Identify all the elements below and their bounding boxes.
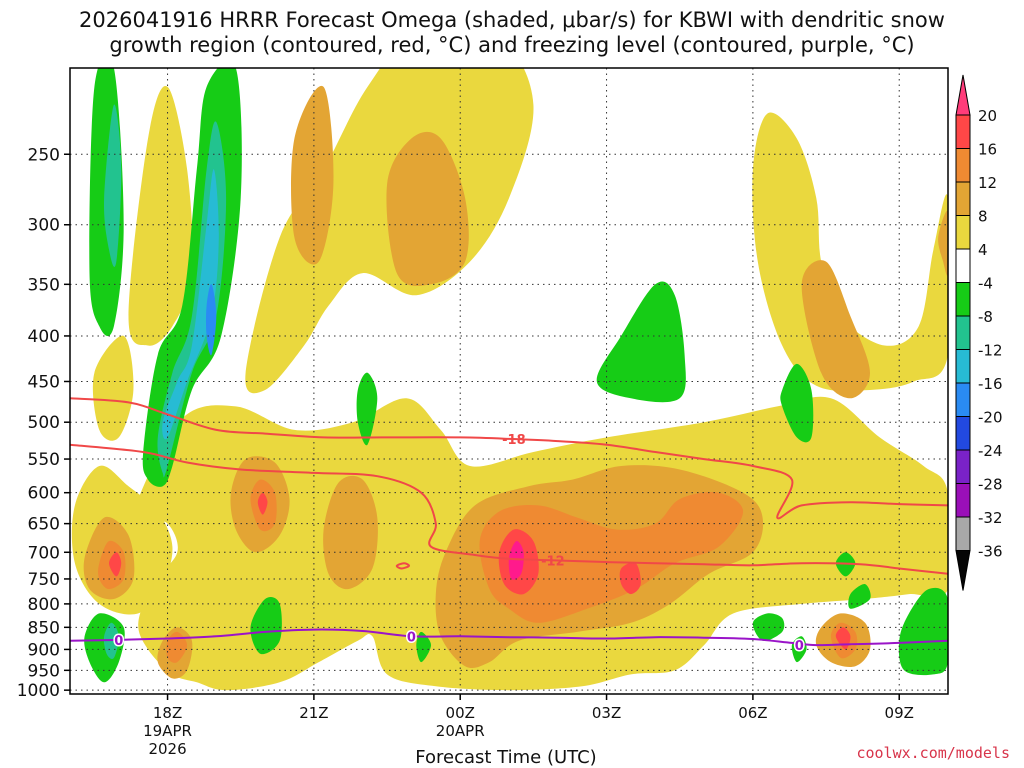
y-tick-label: 700 (28, 543, 60, 563)
omega-shade-neg8 (103, 104, 122, 267)
dgz-contour (395, 562, 411, 570)
x-axis-label: Forecast Time (UTC) (415, 747, 596, 768)
y-tick-label: 400 (28, 327, 60, 347)
omega-shade-4 (752, 112, 948, 391)
omega-shade-20 (508, 541, 524, 580)
omega-shade-4 (128, 86, 193, 346)
omega-shade-16 (619, 562, 641, 595)
y-tick-label: 300 (28, 216, 60, 236)
omega-shade-neg16 (206, 284, 217, 356)
x-tick-label: 06Z (738, 704, 767, 722)
freezing-level-label: 0 (407, 630, 416, 645)
colorbar-swatch (955, 181, 971, 216)
omega-shade-12 (479, 492, 744, 623)
colorbar-label: 12 (978, 174, 997, 192)
colorbar-swatch (955, 483, 971, 518)
y-tick-label: 500 (28, 413, 60, 433)
omega-shade-neg4 (848, 584, 871, 609)
x-tick-label: 21Z (299, 704, 328, 722)
y-tick-label: 1000 (17, 681, 60, 701)
colorbar-label: -20 (978, 409, 1003, 427)
y-tick-label: 850 (28, 618, 60, 638)
freezing-level-label: 0 (114, 634, 123, 649)
dgz-contour-label: -12 (541, 554, 565, 569)
omega-shade-neg4 (250, 596, 282, 655)
colorbar-swatch (955, 114, 971, 149)
dgz-contour (70, 397, 948, 520)
y-tick-label: 250 (28, 145, 60, 165)
omega-shade-neg4 (596, 281, 686, 403)
colorbar: 20 16 12 8 4 -4 -8 -12 -16 -20 -24 -28 -32 -36 (955, 74, 1003, 591)
x-tick-year: 2026 (148, 740, 186, 758)
omega-shade-12 (166, 631, 188, 663)
omega-shade-neg4 (898, 587, 948, 676)
colorbar-label: 20 (978, 107, 997, 125)
dgz-contour-label: -18 (502, 433, 526, 448)
dgz-contour (70, 443, 948, 575)
colorbar-swatch (955, 449, 971, 484)
plot-area: -18 -12 0 0 0 (70, 68, 948, 694)
x-tick-label: 03Z (592, 704, 621, 722)
omega-shade-neg4 (356, 372, 378, 446)
x-tick-label: 09Z (885, 704, 914, 722)
omega-shade-neg4 (780, 363, 814, 443)
colorbar-label: -24 (978, 442, 1003, 460)
y-tick-label: 600 (28, 484, 60, 504)
colorbar-label: -32 (978, 509, 1003, 527)
x-tick-date: 20APR (436, 722, 485, 740)
colorbar-swatch (955, 382, 971, 417)
freezing-level-label: 0 (795, 639, 804, 654)
colorbar-swatch (955, 315, 971, 350)
colorbar-swatch (955, 416, 971, 451)
omega-shade-8 (291, 85, 334, 265)
colorbar-label: -36 (978, 543, 1003, 561)
colorbar-top-arrow (955, 74, 971, 116)
x-tick-label: 00Z (446, 704, 475, 722)
y-tick-label: 900 (28, 640, 60, 660)
y-tick-label: 800 (28, 595, 60, 615)
chart-title-line1: 2026041916 HRRR Forecast Omega (shaded, … (79, 8, 945, 32)
colorbar-label: -8 (978, 308, 993, 326)
y-tick-label: 650 (28, 515, 60, 535)
omega-shade-16 (109, 552, 122, 577)
colorbar-label: 16 (978, 141, 997, 159)
colorbar-swatch (955, 148, 971, 183)
colorbar-label: 4 (978, 241, 988, 259)
colorbar-label: -12 (978, 342, 1003, 360)
colorbar-label: 8 (978, 208, 988, 226)
colorbar-swatch (955, 349, 971, 384)
y-tick-label: 950 (28, 661, 60, 681)
y-tick-label: 450 (28, 372, 60, 392)
colorbar-label: -28 (978, 476, 1003, 494)
colorbar-bottom-arrow (955, 550, 971, 591)
y-tick-label: 350 (28, 275, 60, 295)
colorbar-label: -16 (978, 375, 1003, 393)
y-tick-label: 750 (28, 570, 60, 590)
colorbar-label: -4 (978, 275, 993, 293)
x-tick-date: 19APR (143, 722, 192, 740)
freezing-level-contour (70, 628, 948, 647)
omega-shade-16 (257, 492, 268, 515)
omega-shade-8 (323, 475, 378, 590)
omega-shade-4 (92, 335, 134, 441)
omega-shade-8 (386, 131, 469, 287)
colorbar-swatch (955, 516, 971, 551)
credit-text: coolwx.com/models (856, 744, 1010, 762)
omega-shade-8 (938, 210, 948, 276)
colorbar-swatch (955, 282, 971, 317)
x-tick-label: 18Z (153, 704, 182, 722)
colorbar-swatch (955, 215, 971, 250)
omega-shade-8 (801, 260, 870, 399)
y-tick-label: 550 (28, 450, 60, 470)
colorbar-swatch (955, 248, 971, 283)
chart-title-line2: growth region (contoured, red, °C) and f… (109, 33, 915, 57)
omega-shade-neg4 (416, 631, 431, 663)
